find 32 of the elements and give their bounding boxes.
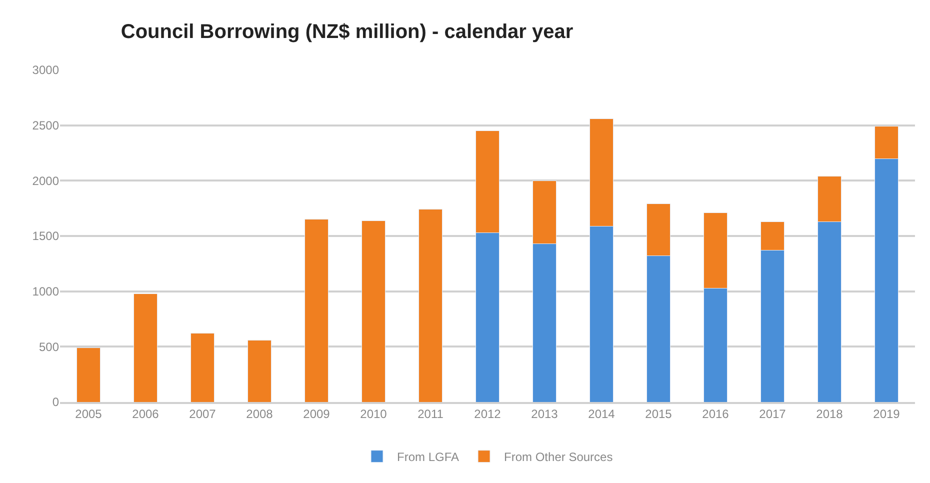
x-tick-label: 2017: [759, 407, 786, 422]
x-tick-label: 2016: [702, 407, 730, 422]
y-tick-label: 0: [52, 395, 60, 410]
bar: [133, 293, 158, 402]
x-tick-label: 2013: [531, 407, 558, 422]
x-tick-label: 2011: [418, 407, 444, 422]
x-tick-label: 2014: [588, 407, 616, 422]
y-tick-label: 3000: [32, 63, 60, 78]
bar: [418, 209, 443, 402]
legend-label: From Other Sources: [504, 450, 613, 464]
y-tick-label: 1500: [32, 229, 60, 244]
x-tick-label: 2009: [303, 407, 330, 422]
bar: [247, 340, 272, 402]
x-tick-label: 2007: [189, 407, 216, 422]
bar: [190, 333, 215, 402]
x-tick-label: 2018: [816, 407, 844, 422]
bar: [304, 219, 329, 402]
legend-label: From LGFA: [397, 450, 460, 464]
y-tick-label: 2500: [32, 118, 60, 133]
x-tick-label: 2006: [132, 407, 160, 422]
x-tick-label: 2005: [75, 407, 102, 422]
y-tick-label: 500: [38, 340, 60, 354]
bar: [76, 348, 101, 402]
bar: [361, 220, 386, 402]
x-tick-label: 2008: [246, 407, 274, 422]
y-tick-label: 2000: [32, 174, 60, 188]
x-tick-label: 2015: [645, 407, 672, 422]
y-tick-label: 1000: [32, 284, 60, 299]
x-tick-label: 2010: [360, 407, 388, 422]
x-tick-label: 2019: [873, 407, 900, 422]
chart-title: Council Borrowing (NZ$ million) - calendar year: [120, 21, 574, 44]
x-tick-label: 2012: [474, 407, 502, 422]
